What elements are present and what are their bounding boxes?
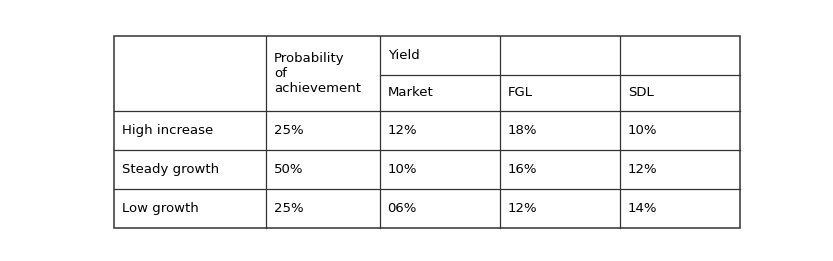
- Text: 25%: 25%: [274, 124, 304, 137]
- Text: 25%: 25%: [274, 202, 304, 215]
- Text: 16%: 16%: [507, 163, 537, 176]
- Text: Probability
of
achievement: Probability of achievement: [274, 52, 361, 95]
- Text: High increase: High increase: [122, 124, 212, 137]
- Text: 18%: 18%: [507, 124, 537, 137]
- Text: 12%: 12%: [628, 163, 657, 176]
- Text: Low growth: Low growth: [122, 202, 198, 215]
- Text: 12%: 12%: [387, 124, 417, 137]
- Text: 14%: 14%: [628, 202, 657, 215]
- Text: 06%: 06%: [387, 202, 417, 215]
- Text: FGL: FGL: [507, 86, 532, 99]
- Text: 10%: 10%: [387, 163, 417, 176]
- Text: 10%: 10%: [628, 124, 657, 137]
- Text: SDL: SDL: [628, 86, 653, 99]
- Text: Market: Market: [387, 86, 433, 99]
- Text: Yield: Yield: [387, 49, 419, 62]
- Text: 12%: 12%: [507, 202, 537, 215]
- Text: 50%: 50%: [274, 163, 303, 176]
- Text: Steady growth: Steady growth: [122, 163, 219, 176]
